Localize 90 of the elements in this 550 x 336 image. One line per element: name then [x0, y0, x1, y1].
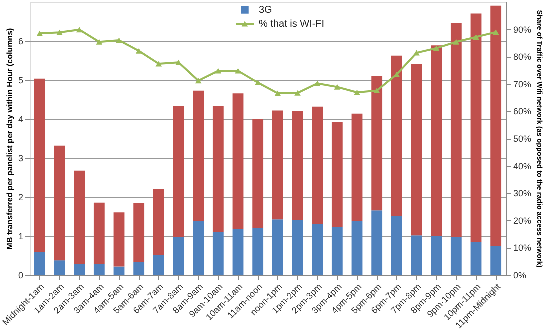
- y2-tick-label: 90%: [514, 24, 532, 35]
- bar: [292, 111, 304, 220]
- bar: [391, 216, 402, 275]
- y-tick-label: 2: [18, 192, 24, 202]
- bar: [411, 236, 422, 275]
- y2-tick-label: 40%: [514, 161, 532, 172]
- point: [195, 78, 202, 84]
- y-tick-label: 6: [18, 36, 24, 46]
- bar: [470, 242, 482, 275]
- bar: [94, 202, 105, 264]
- y2-tick-label: 80%: [514, 52, 532, 62]
- bar: [212, 232, 224, 275]
- point: [116, 38, 122, 44]
- bar: [431, 236, 442, 275]
- y2-tick-label: 50%: [514, 134, 532, 144]
- y2-tick-label: 30%: [514, 188, 532, 199]
- y-axis-title: MB transferred per panelist per day within Hour (columns): [5, 28, 14, 250]
- point: [235, 68, 242, 74]
- point: [274, 90, 282, 96]
- bar: [391, 56, 402, 216]
- point: [374, 88, 380, 94]
- point: [314, 80, 321, 86]
- point: [354, 90, 360, 96]
- point: [156, 61, 162, 67]
- bar: [292, 220, 304, 275]
- bar: [173, 237, 184, 275]
- legend-label: % that is WI-FI: [259, 19, 325, 30]
- bar: [252, 228, 264, 275]
- bar: [114, 266, 125, 275]
- bar: [74, 170, 86, 264]
- point: [433, 46, 440, 52]
- y2-tick-label: 10%: [514, 243, 532, 254]
- bar: [94, 264, 105, 275]
- bar: [193, 221, 204, 275]
- bar: [153, 189, 164, 256]
- point: [215, 68, 222, 74]
- bar: [332, 227, 343, 275]
- bar: [193, 90, 204, 222]
- legend-label: 3G: [259, 5, 273, 16]
- bar: [153, 256, 164, 275]
- bar: [34, 78, 46, 252]
- point: [453, 39, 460, 45]
- y2-tick-label: 60%: [514, 106, 532, 117]
- point: [56, 30, 63, 36]
- bar: [470, 14, 482, 242]
- bar: [312, 106, 324, 224]
- point: [76, 27, 83, 33]
- bar: [54, 146, 66, 261]
- y-tick-label: 1: [18, 232, 24, 242]
- bar: [450, 23, 462, 238]
- bar: [352, 221, 363, 275]
- bar: [34, 252, 46, 275]
- y-tick-label: 0: [18, 270, 24, 280]
- bar: [114, 212, 125, 267]
- y2-tick-label: 20%: [514, 216, 532, 226]
- point: [254, 80, 262, 86]
- bar: [490, 6, 502, 246]
- bar: [450, 237, 462, 275]
- point: [96, 39, 103, 45]
- bar: [272, 110, 284, 220]
- bar: [232, 94, 244, 230]
- bar: [252, 119, 264, 228]
- y-tick-label: 4: [18, 114, 24, 124]
- bar: [372, 210, 383, 275]
- point: [492, 30, 500, 36]
- bar: [372, 76, 383, 211]
- y-tick-label: 5: [18, 76, 24, 86]
- bar: [272, 220, 284, 275]
- bar: [431, 46, 442, 236]
- y-tick-label: 3: [18, 154, 24, 164]
- point: [473, 34, 480, 40]
- bar: [312, 224, 324, 275]
- point: [136, 48, 142, 54]
- y2-tick-label: 0%: [514, 270, 527, 280]
- point: [414, 50, 420, 56]
- bar: [54, 260, 66, 275]
- bar: [332, 122, 343, 228]
- bar: [352, 114, 363, 222]
- y2-tick-label: 70%: [514, 79, 532, 90]
- point: [294, 90, 301, 96]
- bar: [74, 264, 86, 275]
- point: [36, 30, 44, 36]
- bar: [212, 106, 224, 232]
- bar: [134, 262, 145, 275]
- bar: [232, 229, 244, 275]
- bar: [411, 64, 422, 236]
- point: [334, 84, 341, 90]
- bar: [173, 106, 184, 238]
- bar: [490, 246, 502, 275]
- bar: [134, 203, 145, 262]
